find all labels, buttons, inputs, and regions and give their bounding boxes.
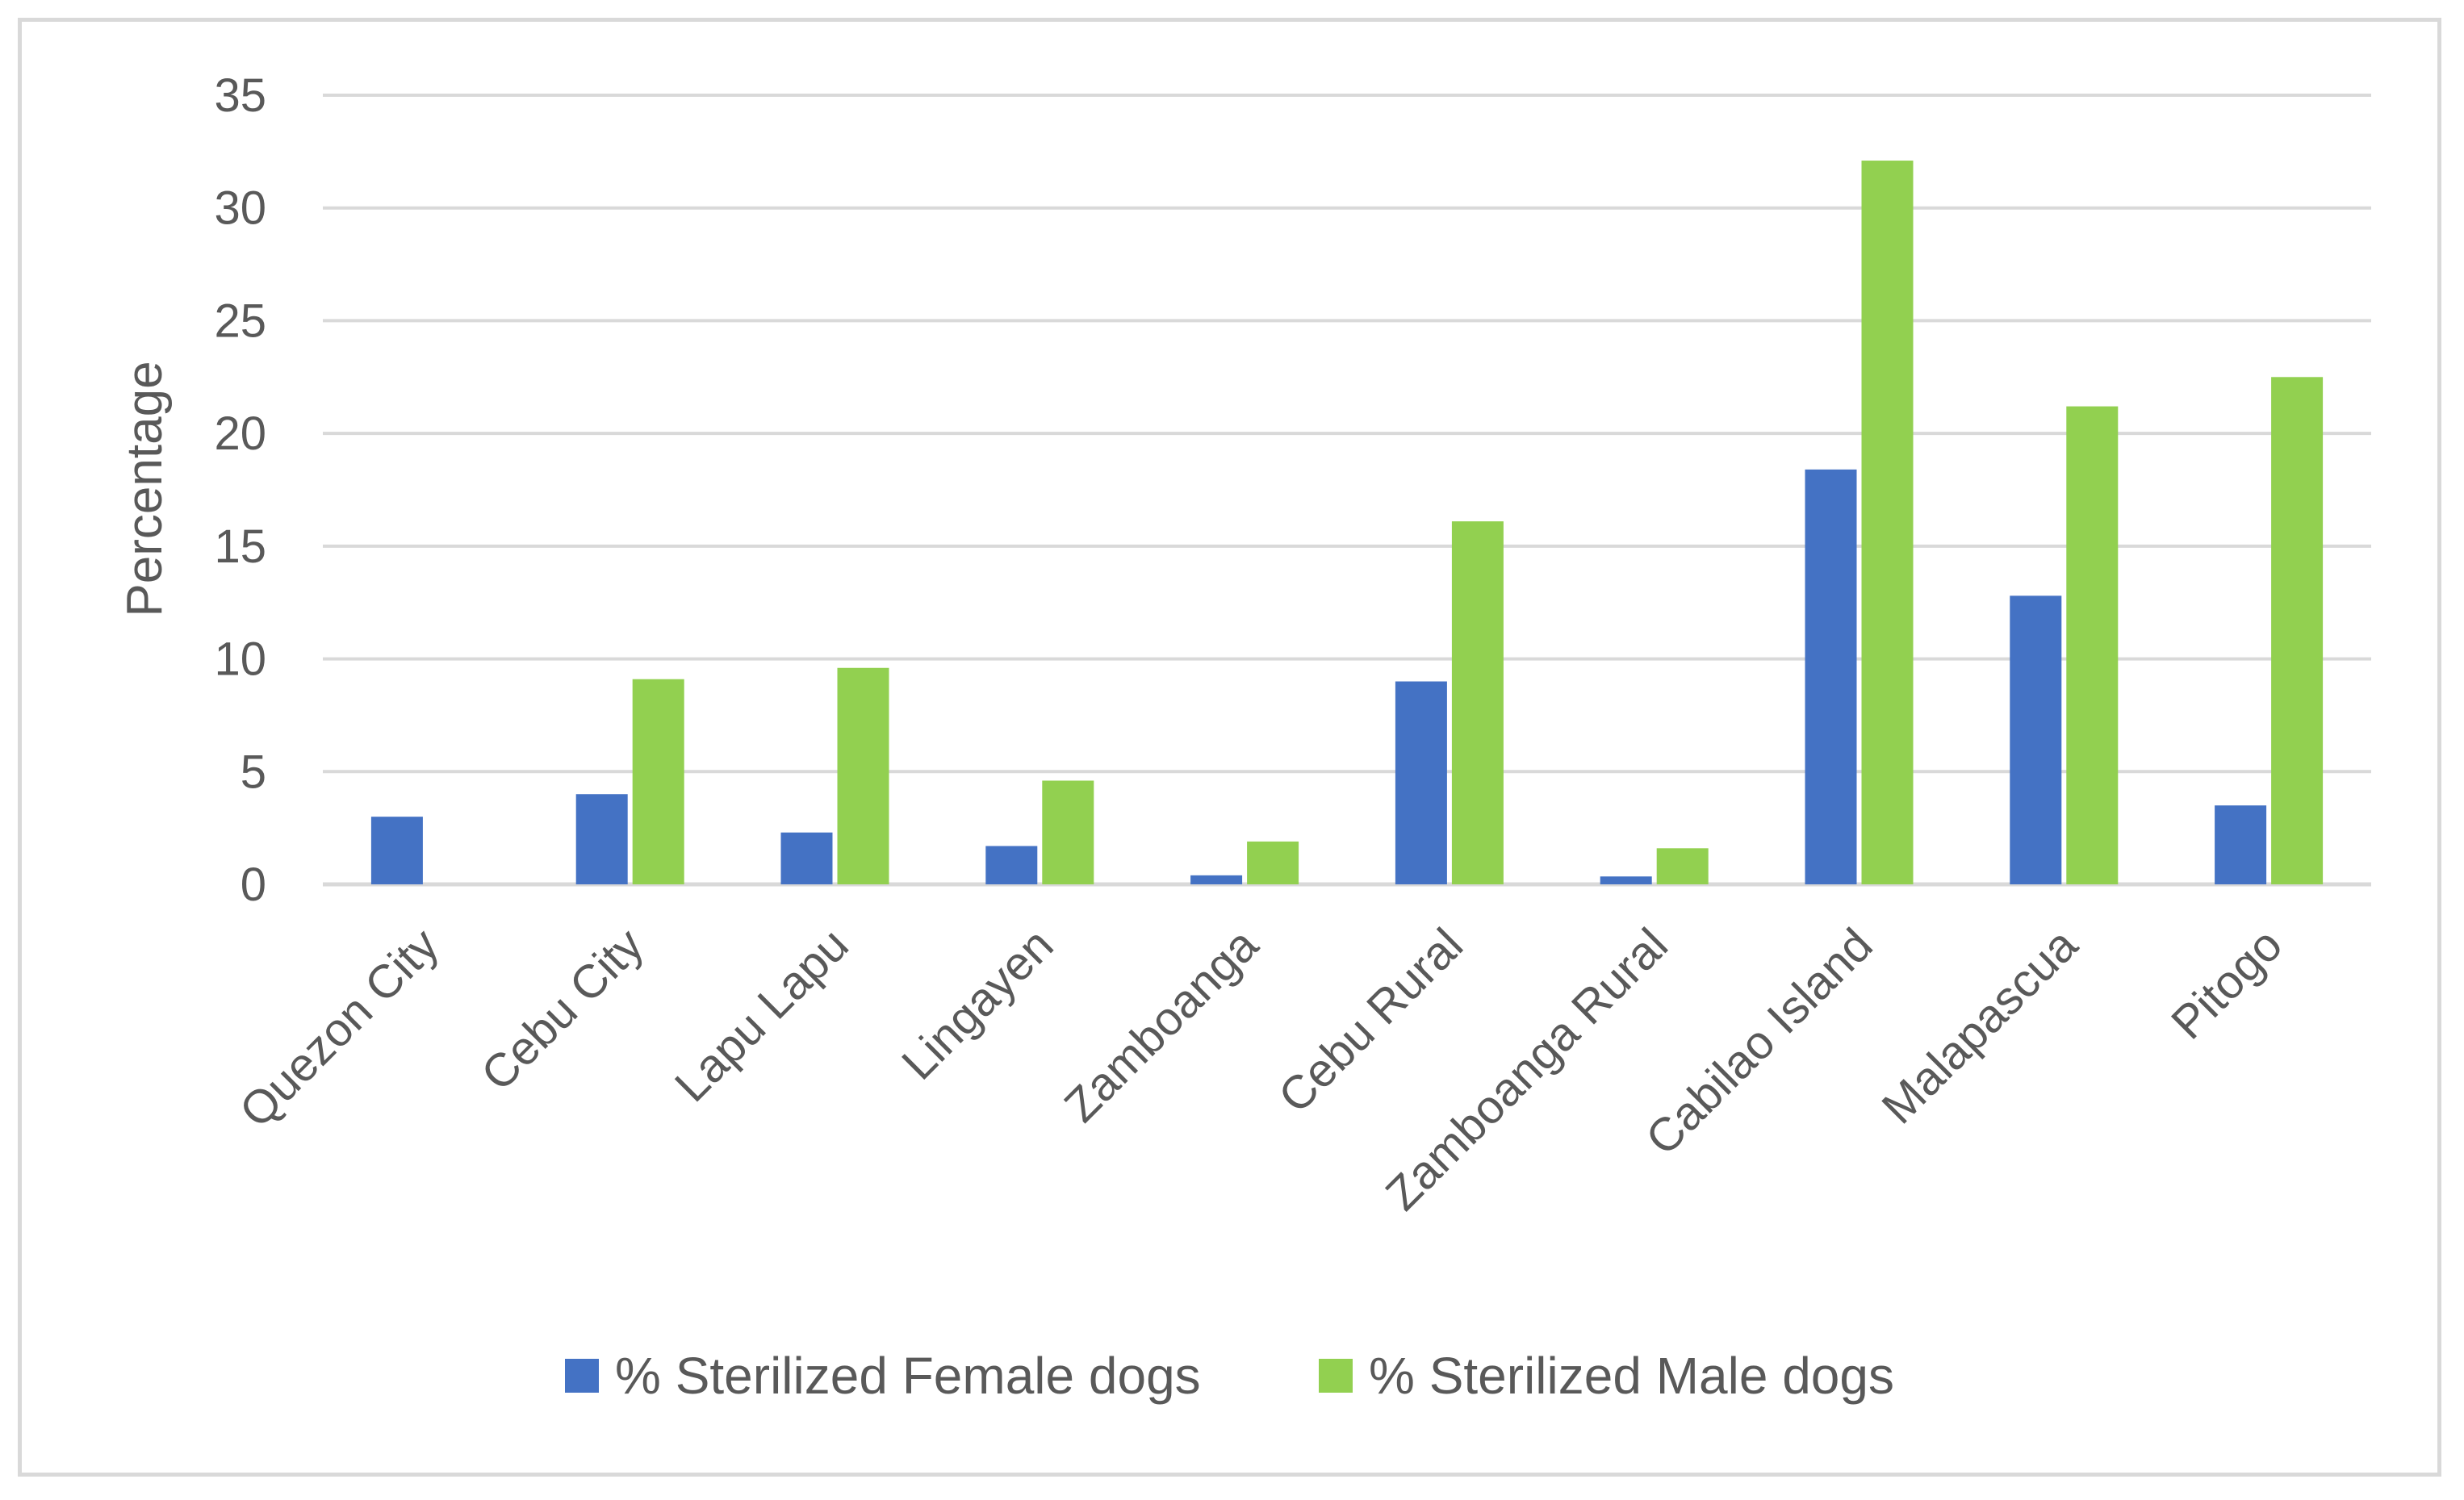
- bar-female: [1190, 875, 1243, 884]
- y-tick-label: 0: [241, 859, 266, 911]
- y-axis-ticks: 0 5 10 15 20 25 30 35: [214, 69, 266, 911]
- bars: [370, 161, 2324, 884]
- legend-swatch: [565, 1359, 599, 1393]
- legend: % Sterilized Female dogs % Sterilized Mal…: [565, 1347, 1894, 1405]
- bar-male: [1247, 841, 1299, 884]
- grid-lines: [323, 94, 2371, 887]
- x-category-label: Zamboanga: [1054, 918, 1268, 1132]
- x-category-label: Cebu City: [471, 918, 654, 1101]
- y-tick-label: 30: [214, 182, 266, 235]
- bar-female: [985, 846, 1038, 884]
- x-category-label: Quezon City: [229, 918, 449, 1138]
- x-category-label: Malapascua: [1872, 918, 2088, 1134]
- y-tick-label: 10: [214, 633, 266, 686]
- x-category-label: Cebu Rural: [1269, 918, 1473, 1122]
- bar-male: [1861, 161, 1914, 884]
- legend-swatch: [1319, 1359, 1353, 1393]
- bar-female: [575, 794, 628, 884]
- y-tick-label: 25: [214, 295, 266, 347]
- bar-male: [1042, 780, 1094, 884]
- bar-female: [1600, 876, 1652, 884]
- bar-female: [370, 817, 423, 884]
- x-category-label: Lingayen: [892, 918, 1063, 1089]
- bar-male: [837, 667, 889, 884]
- bar-female: [780, 832, 833, 884]
- x-category-label: Lapu Lapu: [665, 918, 859, 1112]
- y-tick-label: 15: [214, 520, 266, 573]
- bar-female: [1805, 469, 1857, 884]
- x-axis-labels: Quezon City Cebu City Lapu Lapu LingayenZam…: [229, 918, 2292, 1221]
- bar-female: [2215, 805, 2267, 884]
- legend-label: % Sterilized Male dogs: [1369, 1347, 1894, 1405]
- bar-male: [1656, 848, 1709, 884]
- bar-male: [2271, 377, 2324, 884]
- bar-female: [2010, 595, 2062, 884]
- y-tick-label: 35: [214, 69, 266, 122]
- bar-male: [632, 679, 684, 884]
- bar-male: [1451, 521, 1504, 884]
- bar-female: [1395, 681, 1447, 884]
- legend-label: % Sterilized Female dogs: [615, 1347, 1201, 1405]
- y-tick-label: 5: [241, 746, 266, 798]
- y-tick-label: 20: [214, 407, 266, 460]
- y-axis-title: Percentage: [117, 361, 173, 616]
- x-category-label: Pitogo: [2161, 918, 2292, 1049]
- bar-male: [2066, 406, 2119, 884]
